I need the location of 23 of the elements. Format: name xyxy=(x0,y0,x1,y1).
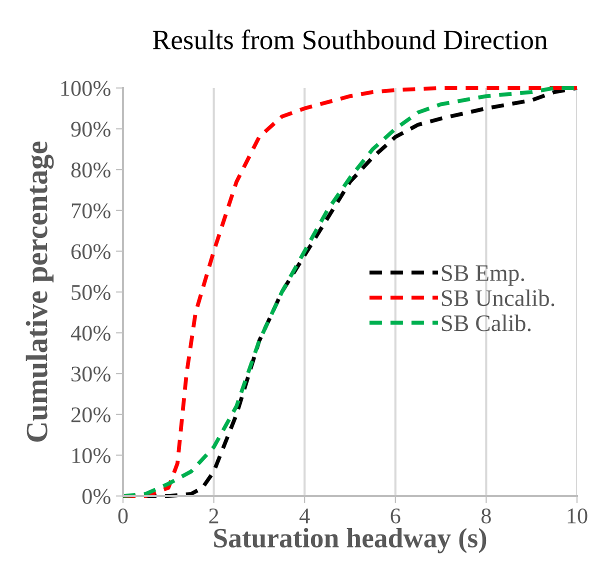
x-tick-label: 10 xyxy=(568,508,588,524)
y-axis-title: Cumulative percentage xyxy=(26,142,54,442)
y-tick-label: 100% xyxy=(61,80,110,96)
y-tick-label: 30% xyxy=(72,366,110,382)
y-tick-label: 70% xyxy=(72,203,110,218)
y-tick-label: 60% xyxy=(71,244,110,260)
x-tick-label: 4 xyxy=(299,508,310,524)
y-tick-label: 20% xyxy=(71,407,110,422)
y-tick-label: 80% xyxy=(71,162,110,178)
y-tick-label: 10% xyxy=(72,448,110,464)
x-tick-label: 0 xyxy=(118,508,128,524)
x-axis-title: Saturation headway (s) xyxy=(214,528,486,554)
y-tick-label: 0% xyxy=(82,488,110,504)
legend-label: SB Uncalib. xyxy=(442,290,554,306)
x-tick-label: 2 xyxy=(209,508,218,524)
chart-title: Results from Southbound Direction xyxy=(152,30,548,50)
x-tick-label: 6 xyxy=(390,508,400,524)
y-tick-label: 50% xyxy=(72,284,110,300)
legend-label: SB Emp. xyxy=(442,265,524,286)
y-tick-label: 90% xyxy=(71,122,110,137)
x-tick-label: 8 xyxy=(481,508,491,524)
legend-label: SB Calib. xyxy=(442,314,531,332)
y-tick-label: 40% xyxy=(70,326,110,341)
